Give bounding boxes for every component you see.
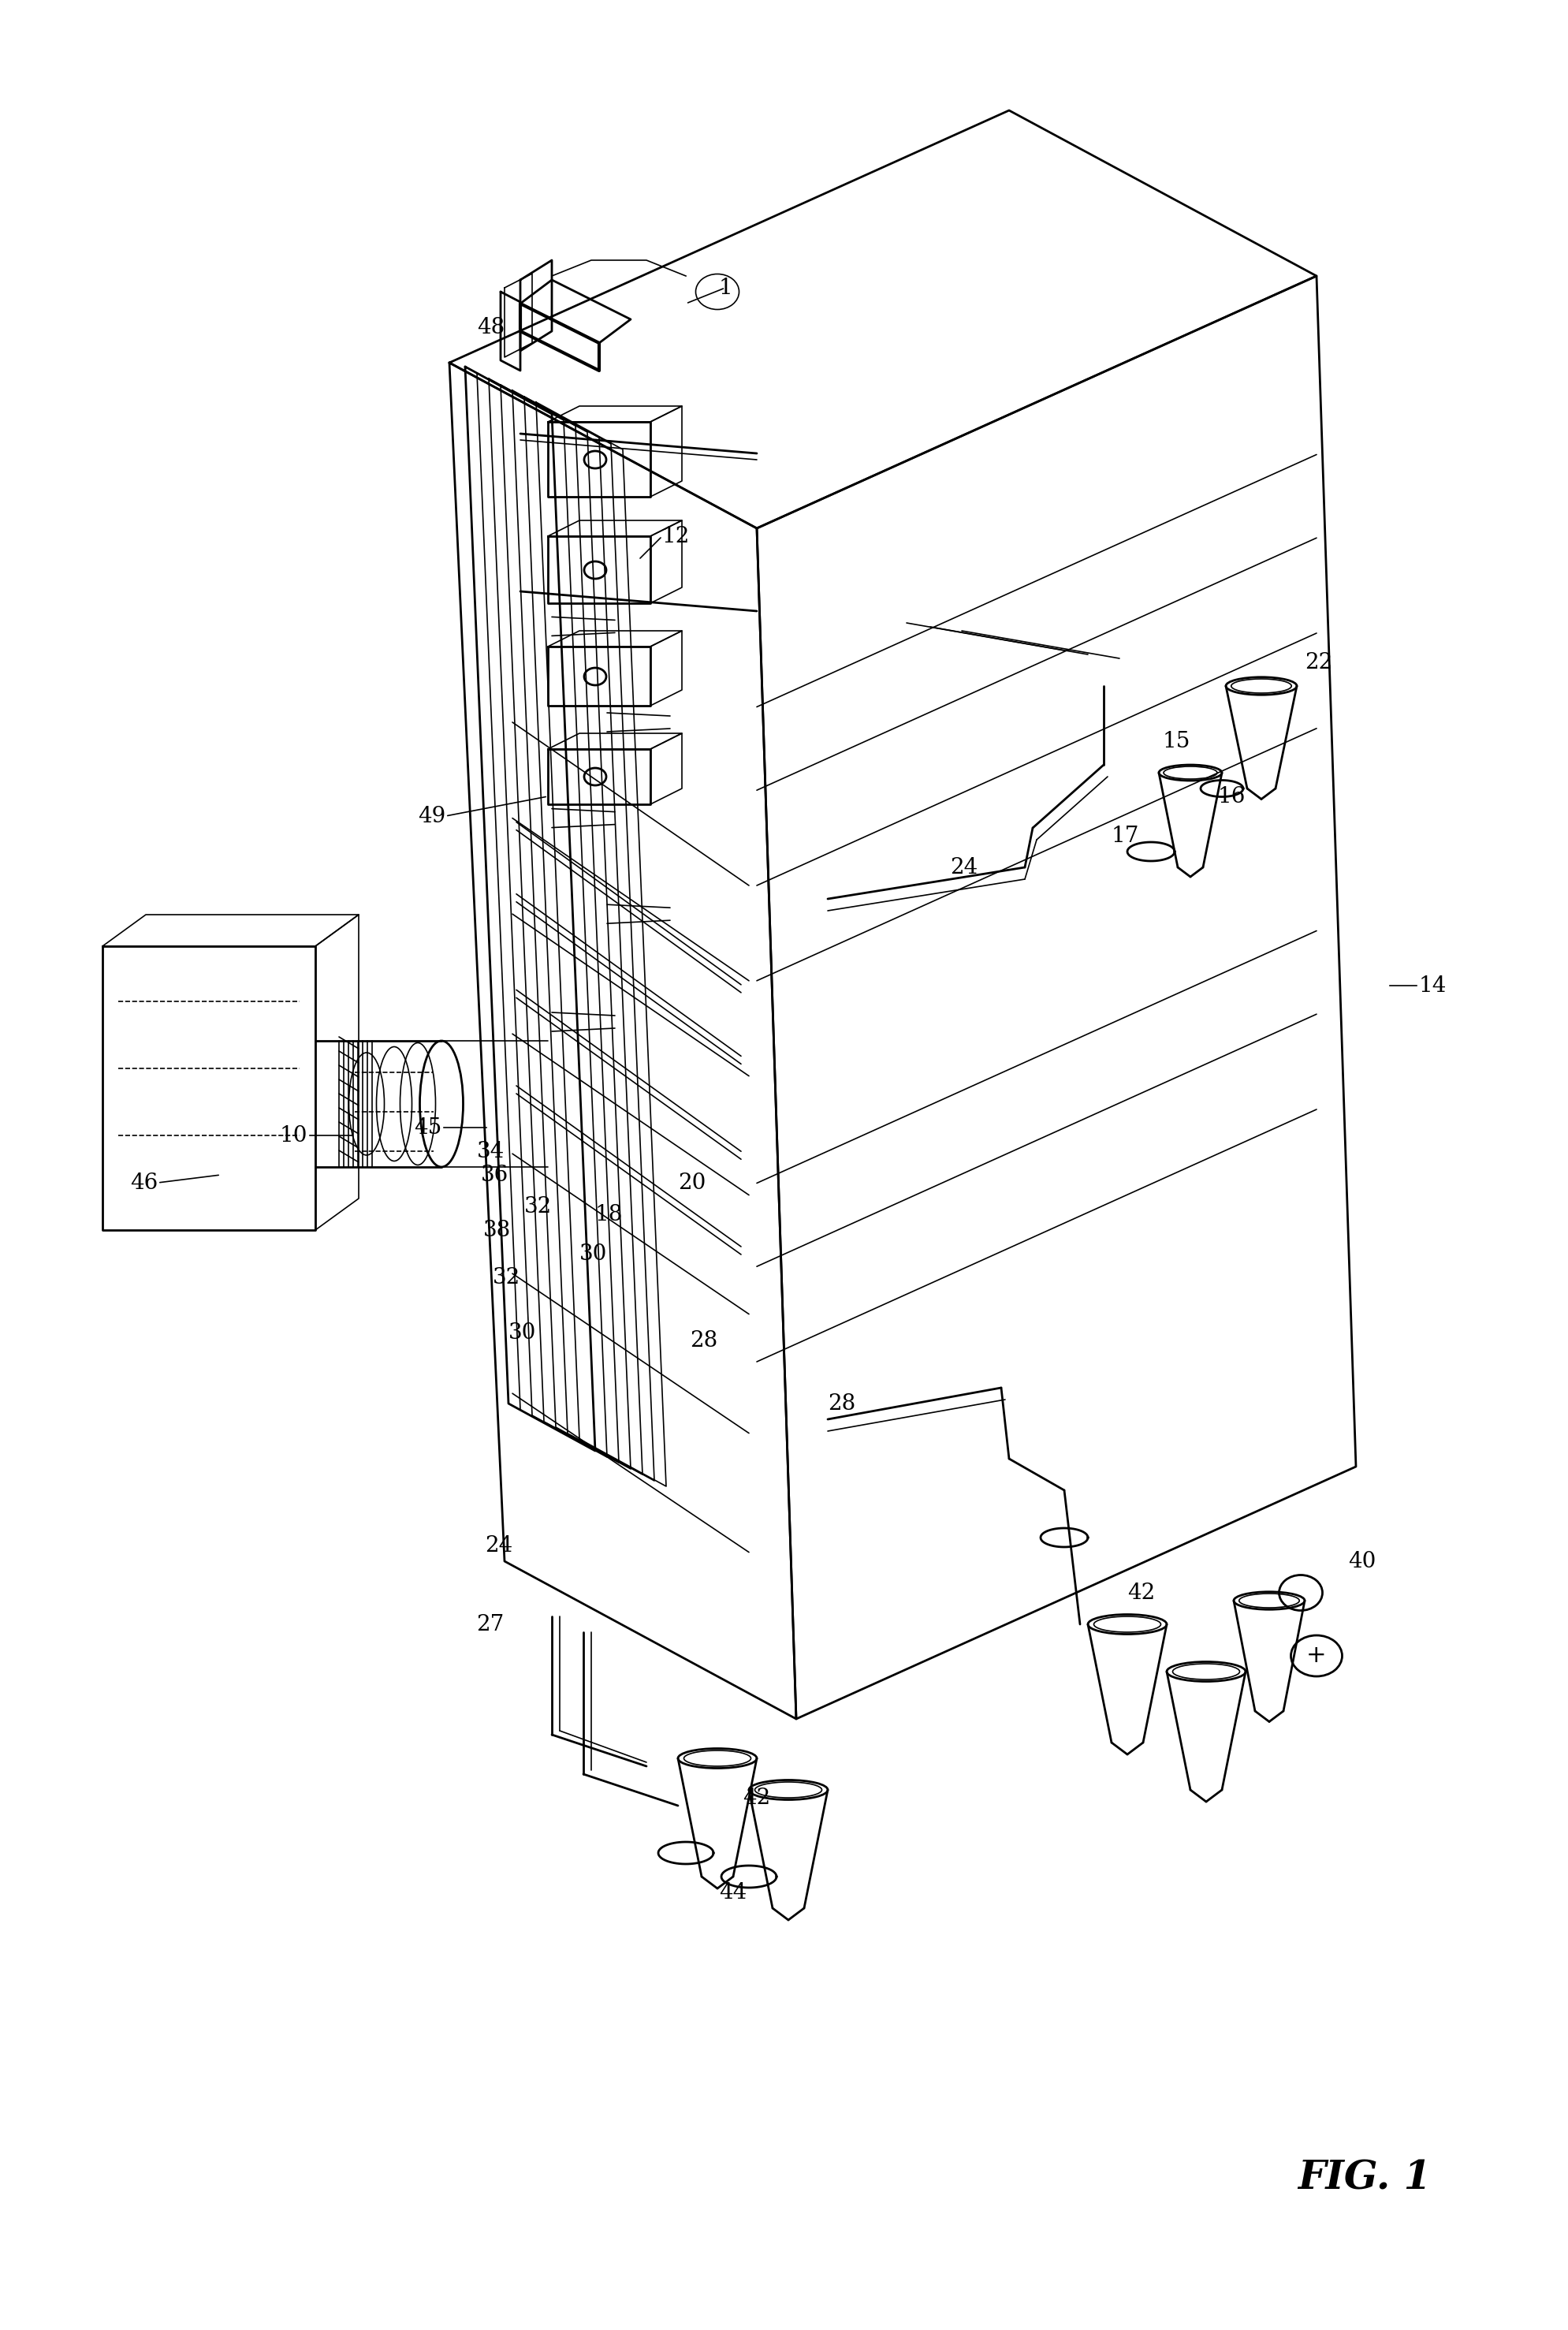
Text: +: + <box>1306 1645 1327 1668</box>
Text: 16: 16 <box>1217 785 1245 806</box>
Text: 45: 45 <box>414 1116 441 1137</box>
Text: 27: 27 <box>477 1615 505 1636</box>
Text: 1: 1 <box>718 277 732 298</box>
Text: 32: 32 <box>524 1195 552 1216</box>
Text: 36: 36 <box>480 1165 508 1186</box>
Text: 14: 14 <box>1419 974 1446 997</box>
Text: 24: 24 <box>949 857 977 878</box>
Text: 42: 42 <box>743 1787 770 1808</box>
Text: 12: 12 <box>662 527 690 548</box>
Text: 44: 44 <box>718 1883 746 1904</box>
Text: 28: 28 <box>690 1330 717 1351</box>
Text: 18: 18 <box>594 1205 622 1226</box>
Text: 42: 42 <box>1127 1582 1154 1603</box>
Text: 24: 24 <box>485 1535 513 1556</box>
Text: 46: 46 <box>130 1172 158 1193</box>
Text: 15: 15 <box>1162 732 1190 753</box>
Text: 49: 49 <box>417 806 445 827</box>
Text: 10: 10 <box>279 1125 307 1146</box>
Text: 32: 32 <box>492 1268 521 1288</box>
Text: 30: 30 <box>579 1244 607 1265</box>
Text: 20: 20 <box>677 1172 706 1193</box>
Text: 40: 40 <box>1347 1549 1375 1573</box>
Text: FIG. 1: FIG. 1 <box>1297 2160 1432 2197</box>
Text: 28: 28 <box>828 1393 855 1414</box>
Text: 30: 30 <box>508 1321 536 1342</box>
Text: 22: 22 <box>1305 652 1331 673</box>
Text: 17: 17 <box>1110 825 1138 846</box>
Text: 34: 34 <box>477 1142 505 1163</box>
Text: 48: 48 <box>477 317 505 338</box>
Text: 38: 38 <box>483 1219 511 1240</box>
